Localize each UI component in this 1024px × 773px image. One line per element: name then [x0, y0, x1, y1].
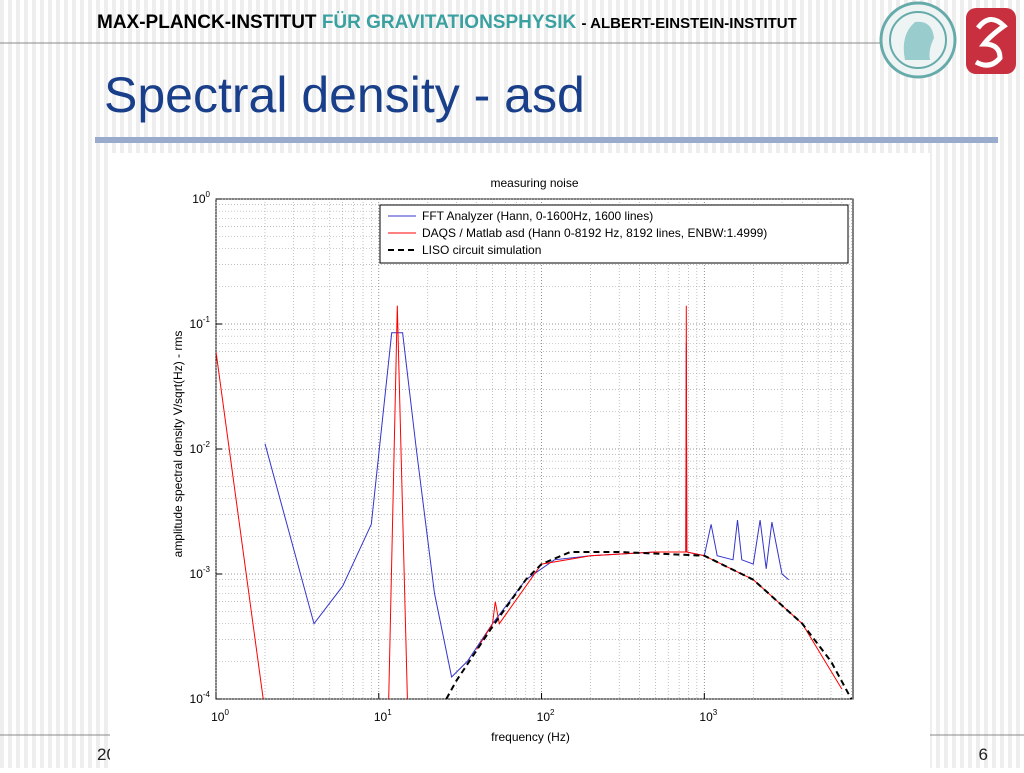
slide-title: Spectral density - asd [104, 67, 585, 123]
chart-title: measuring noise [490, 176, 578, 190]
tick-label-exponent: -2 [203, 440, 211, 449]
legend-box [379, 204, 849, 264]
x-axis-label: frequency (Hz) [491, 730, 570, 744]
tick-label-exponent: -3 [203, 565, 211, 574]
logo-mpg [879, 1, 957, 79]
institute: MAX-PLANCK-INSTITUT FÜR GRAVITATIONSPHYS… [97, 12, 797, 33]
tick-label: 10-3 [190, 565, 211, 581]
tick-label-exponent: 0 [224, 708, 229, 717]
tick-label-base: 10 [699, 710, 713, 724]
tick-label: 10-4 [190, 690, 211, 706]
tick-label: 101 [374, 708, 392, 724]
tick-label-base: 10 [190, 442, 204, 456]
tick-label: 10-2 [190, 440, 211, 456]
logo-aei [966, 8, 1016, 74]
tick-label: 100 [211, 708, 229, 724]
institute-1: MAX-PLANCK-INSTITUT [97, 12, 317, 33]
legend-label: DAQS / Matlab asd (Hann 0-8192 Hz, 8192 … [422, 226, 767, 240]
tick-label-base: 10 [374, 710, 388, 724]
tick-label-exponent: -4 [203, 690, 211, 699]
tick-label-base: 10 [190, 317, 204, 331]
tick-label-exponent: 0 [206, 190, 211, 199]
series-line [216, 305, 843, 699]
tick-label: 10-1 [190, 315, 211, 331]
tick-label-base: 10 [190, 692, 204, 706]
tick-label-exponent: 2 [550, 708, 555, 717]
page-number: 6 [979, 745, 988, 764]
tick-label-base: 10 [192, 192, 206, 206]
tick-label-exponent: -1 [203, 315, 211, 324]
tick-label-base: 10 [537, 710, 551, 724]
legend-label: FFT Analyzer (Hann, 0-1600Hz, 1600 lines… [422, 209, 653, 223]
tick-label: 103 [699, 708, 717, 724]
tick-label-base: 10 [190, 567, 204, 581]
series-group [216, 305, 853, 699]
tick-label-base: 10 [211, 710, 225, 724]
tick-label: 100 [192, 190, 210, 206]
tick-label-exponent: 1 [387, 708, 392, 717]
series-line [445, 551, 853, 699]
tick-label: 102 [537, 708, 555, 724]
institute-2: FÜR GRAVITATIONSPHYSIK [322, 12, 577, 33]
chart: 100 101 102 10310-410-310-210-1100measuring… [171, 176, 854, 744]
title-rule [95, 137, 998, 143]
institute-3: - ALBERT-EINSTEIN-INSTITUT [582, 15, 797, 32]
tick-label-exponent: 3 [713, 708, 718, 717]
y-axis-label: amplitude spectral density V/sqrt(Hz) - … [171, 331, 185, 558]
legend-label: LISO circuit simulation [422, 243, 541, 257]
